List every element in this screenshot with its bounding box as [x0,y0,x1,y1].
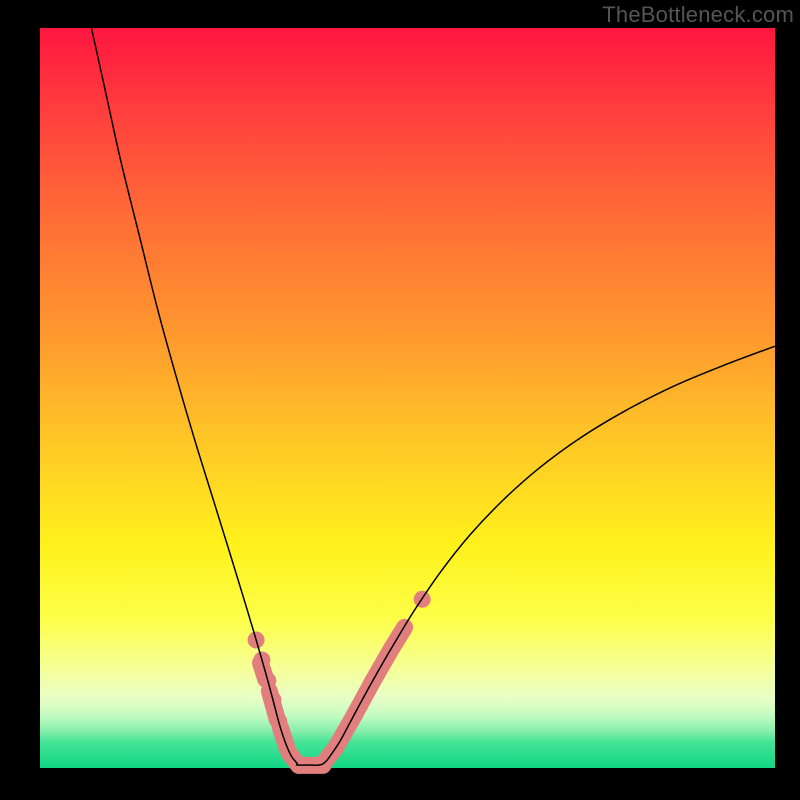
chart-svg [0,0,800,800]
chart-stage: TheBottleneck.com [0,0,800,800]
plot-gradient [40,28,775,768]
watermark: TheBottleneck.com [602,2,794,28]
